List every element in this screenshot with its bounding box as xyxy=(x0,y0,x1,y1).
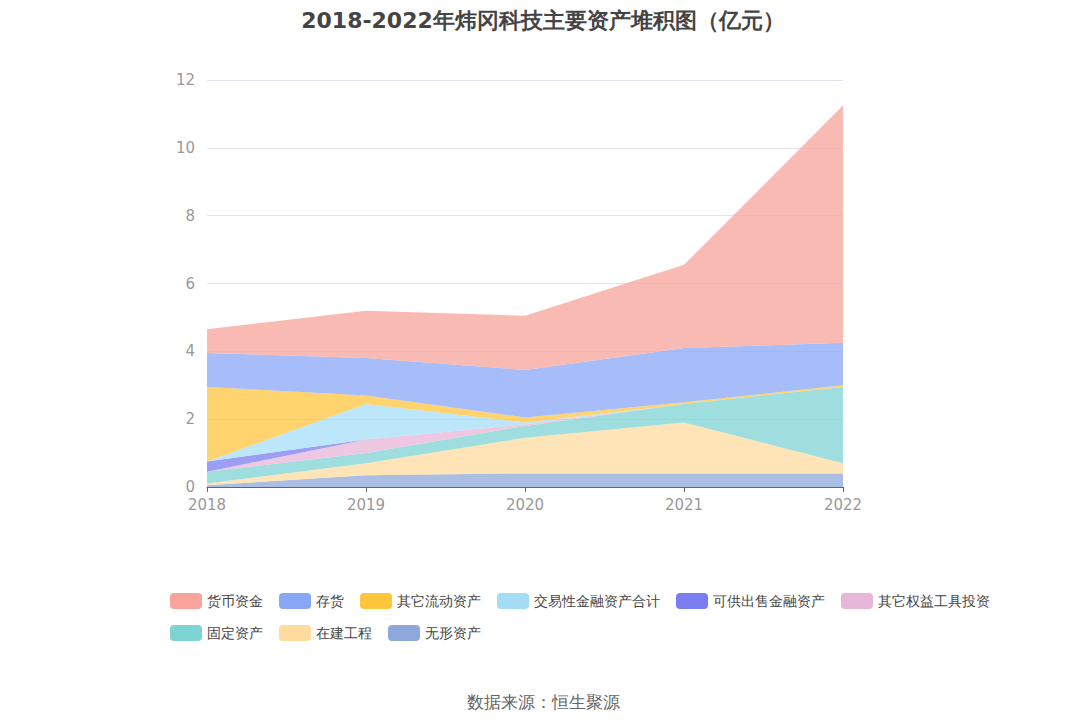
svg-text:其它权益工具投资: 其它权益工具投资 xyxy=(878,593,990,609)
svg-text:6: 6 xyxy=(185,275,195,293)
svg-text:无形资产: 无形资产 xyxy=(425,625,481,641)
svg-text:固定资产: 固定资产 xyxy=(207,625,263,641)
svg-text:0: 0 xyxy=(185,478,195,496)
svg-text:4: 4 xyxy=(185,342,195,360)
svg-text:数据来源：恒生聚源: 数据来源：恒生聚源 xyxy=(467,692,620,712)
svg-text:8: 8 xyxy=(185,207,195,225)
svg-text:2018: 2018 xyxy=(188,496,226,514)
svg-text:其它流动资产: 其它流动资产 xyxy=(397,593,481,609)
svg-text:2018-2022年炜冈科技主要资产堆积图（亿元）: 2018-2022年炜冈科技主要资产堆积图（亿元） xyxy=(301,8,785,33)
svg-text:2021: 2021 xyxy=(665,496,703,514)
svg-text:10: 10 xyxy=(176,139,195,157)
svg-text:2: 2 xyxy=(185,410,195,428)
svg-text:12: 12 xyxy=(176,71,195,89)
svg-text:2020: 2020 xyxy=(506,496,544,514)
svg-text:可供出售金融资产: 可供出售金融资产 xyxy=(713,593,825,609)
svg-text:2019: 2019 xyxy=(347,496,385,514)
svg-text:货币资金: 货币资金 xyxy=(207,593,263,609)
svg-text:存货: 存货 xyxy=(316,593,344,609)
svg-text:在建工程: 在建工程 xyxy=(316,625,372,641)
svg-text:2022: 2022 xyxy=(824,496,862,514)
svg-text:交易性金融资产合计: 交易性金融资产合计 xyxy=(534,593,660,609)
